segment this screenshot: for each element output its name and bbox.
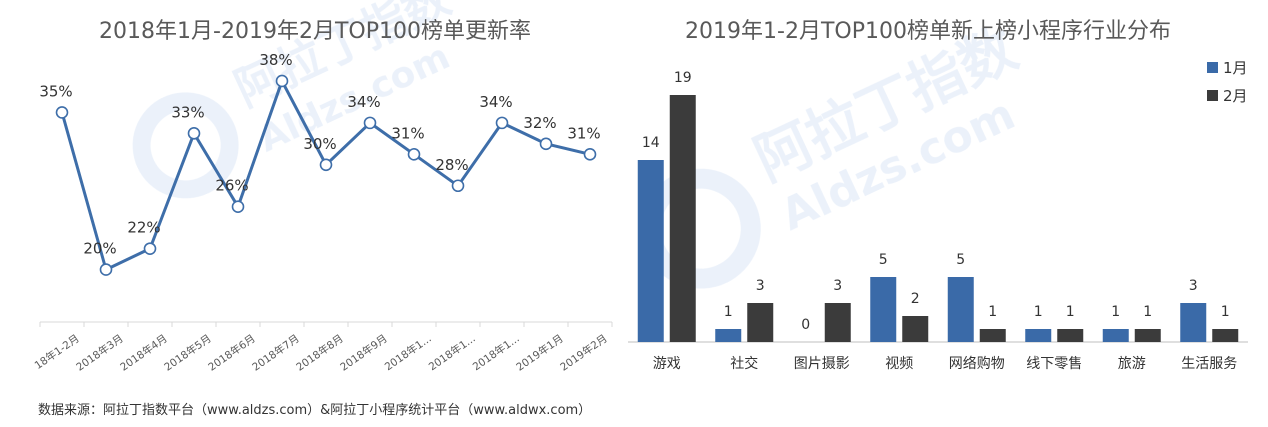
bar-feb <box>902 316 929 342</box>
bar-chart-title: 2019年1-2月TOP100榜单新上榜小程序行业分布 <box>685 19 1171 44</box>
bar-jan <box>637 160 664 342</box>
bar-chart-data-labels: 14 19 1 3 0 3 5 2 5 1 1 1 1 1 3 1 <box>642 70 1230 333</box>
line-chart-data-label: 34% <box>347 93 380 111</box>
line-chart-point <box>55 106 69 119</box>
bar-value-label: 2 <box>911 291 920 307</box>
line-chart-data-label: 22% <box>127 219 160 237</box>
bar-value-label: 19 <box>674 70 692 86</box>
bar-chart-x-tick-label: 网络购物 <box>949 356 1005 372</box>
line-chart-data-label: 35% <box>39 82 72 100</box>
bar-feb <box>669 95 696 342</box>
watermark-logo-left <box>132 92 239 199</box>
line-chart-point <box>143 242 157 255</box>
bar-jan <box>1025 329 1052 342</box>
bar-value-label: 3 <box>756 278 765 294</box>
line-chart-data-label: 34% <box>479 93 512 111</box>
line-chart-x-tick-label: 2019年2月 <box>558 332 610 374</box>
line-chart-data-label: 31% <box>567 124 600 142</box>
line-chart-data-labels: 35% 20% 22% 33% 26% 38% 30% 34% 31% 28% 34% 32% 31% <box>39 51 600 258</box>
bar-chart-x-tick-label: 图片摄影 <box>794 356 850 372</box>
line-chart-x-tick-labels: 18年1-2月2018年3月2018年4月2018年5月2018年6月2018年… <box>32 332 610 374</box>
bar-value-label: 1 <box>1221 304 1230 320</box>
bar-feb <box>1212 329 1239 342</box>
bar-value-label: 0 <box>801 317 810 333</box>
line-chart-x-tick-label: 2018年6月 <box>206 332 258 374</box>
line-chart-x-tick-label: 2019年1月 <box>514 332 566 374</box>
line-chart-data-label: 33% <box>171 103 204 121</box>
source-note: 数据来源：阿拉丁指数平台（www.aldzs.com）&阿拉丁小程序统计平台（w… <box>38 403 592 418</box>
bar-value-label: 5 <box>879 252 888 268</box>
bar-chart-x-tick-labels: 游戏 社交 图片摄影 视频 网络购物 线下零售 旅游 生活服务 <box>653 355 1238 372</box>
bar-value-label: 3 <box>1189 278 1198 294</box>
line-chart-title: 2018年1月-2019年2月TOP100榜单更新率 <box>99 19 531 44</box>
bar-feb <box>824 303 851 342</box>
line-chart-points <box>55 74 597 276</box>
bar-chart-x-tick-label: 社交 <box>730 355 758 372</box>
line-chart-point <box>275 74 289 88</box>
line-chart-point <box>363 116 377 130</box>
legend-swatch-feb <box>1207 90 1218 101</box>
bar-chart-x-tick-label: 视频 <box>885 356 913 372</box>
bar-chart-x-tick-label: 游戏 <box>653 356 681 372</box>
bar-value-label: 1 <box>988 304 997 320</box>
line-chart-point <box>583 148 597 161</box>
line-chart-x-tick-label: 2018年5月 <box>162 332 214 374</box>
legend-label-feb: 2月 <box>1223 87 1248 105</box>
line-chart-x-tick-label: 2018年4月 <box>118 332 170 374</box>
bar-jan <box>1180 303 1207 342</box>
line-chart-point <box>451 179 465 193</box>
bar-value-label: 3 <box>833 278 842 294</box>
line-chart-point <box>99 263 113 276</box>
bar-feb <box>1057 329 1084 342</box>
bar-jan <box>715 329 742 342</box>
line-chart-x-tick-label: 2018年8月 <box>294 332 346 374</box>
line-chart-data-label: 30% <box>303 135 336 153</box>
line-chart-x-tick-label: 2018年1... <box>426 332 478 374</box>
bar-chart-bars <box>637 95 1239 342</box>
line-chart-point <box>231 200 245 214</box>
bar-value-label: 1 <box>1143 304 1152 320</box>
bar-chart-legend: 1月 2月 <box>1207 59 1248 105</box>
bar-value-label: 5 <box>956 252 965 268</box>
bar-feb <box>979 329 1006 342</box>
bar-chart-x-tick-label: 线下零售 <box>1026 356 1082 372</box>
bar-jan <box>870 277 897 342</box>
line-chart-data-label: 31% <box>391 124 424 142</box>
line-chart-x-tick-label: 18年1-2月 <box>32 332 82 372</box>
bar-jan <box>947 277 974 342</box>
watermark: 阿拉丁指数 Aldzs.com 阿拉丁指数 Aldzs.com <box>132 0 1027 289</box>
bar-chart: 2019年1-2月TOP100榜单新上榜小程序行业分布 141913035251… <box>628 19 1248 372</box>
bar-value-label: 1 <box>1066 304 1075 320</box>
line-chart-x-tick-label: 2018年7月 <box>250 332 302 374</box>
line-chart-ticks <box>39 322 613 327</box>
bar-value-label: 1 <box>1111 304 1120 320</box>
bar-chart-x-tick-label: 生活服务 <box>1181 356 1237 372</box>
bar-value-label: 14 <box>642 135 660 151</box>
line-chart-point <box>319 158 333 172</box>
bar-value-label: 1 <box>1034 304 1043 320</box>
line-chart-point <box>539 137 553 151</box>
bar-jan <box>1102 329 1129 342</box>
bar-value-label: 1 <box>724 304 733 320</box>
legend-swatch-jan <box>1207 62 1218 73</box>
bar-feb <box>747 303 774 342</box>
line-chart-point <box>187 127 201 140</box>
line-chart-point <box>407 148 421 161</box>
line-chart-x-tick-label: 2018年9月 <box>338 332 390 374</box>
line-chart-data-label: 28% <box>435 156 468 174</box>
line-chart-point <box>495 116 509 130</box>
bar-chart-x-tick-label: 旅游 <box>1118 356 1146 372</box>
legend-label-jan: 1月 <box>1223 59 1248 77</box>
bar-feb <box>1134 329 1161 342</box>
line-chart-x-tick-label: 2018年1... <box>470 332 522 374</box>
line-chart-data-label: 38% <box>259 51 292 69</box>
line-chart-data-label: 32% <box>523 114 556 132</box>
line-chart-x-tick-label: 2018年1... <box>382 332 434 374</box>
line-chart-x-tick-label: 2018年3月 <box>74 332 126 374</box>
line-chart-data-label: 20% <box>83 240 116 258</box>
line-chart-data-label: 26% <box>215 177 248 195</box>
